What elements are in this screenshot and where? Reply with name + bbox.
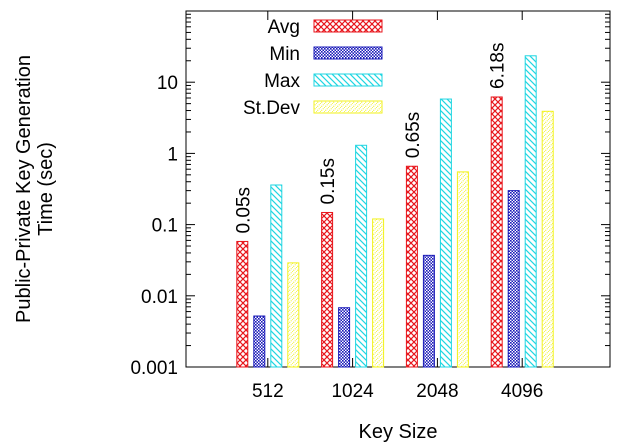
bar-max-512 [270,184,283,368]
bar-min-1024 [338,307,351,368]
bar-value-annotation: 0.65s [403,112,424,158]
legend-swatch [313,46,383,60]
bar-avg-2048 [405,165,418,368]
x-tick-label: 4096 [501,381,543,402]
legend-swatch [313,19,383,33]
x-tick-label: 512 [252,381,284,402]
y-tick-label: 0.001 [130,358,178,379]
legend-label: Min [269,44,300,65]
x-axis-label: Key Size [359,421,438,443]
y-axis-label-line-2: Time (sec) [35,142,57,236]
legend-label: Avg [268,17,300,38]
bars [236,55,554,368]
legend-label: Max [264,71,300,92]
legend-label: St.Dev [243,98,301,119]
bar-value-annotation: 0.15s [318,158,339,204]
bar-value-annotation: 6.18s [488,42,509,88]
bar-max-2048 [439,98,452,368]
bar-stdev-4096 [541,110,554,368]
x-axis: 512 1024 2048 4096 [252,11,543,402]
bar-value-annotation: 0.05s [233,187,254,233]
bar-annotations: 0.05s 0.15s 0.65s 6.18s [233,42,508,233]
plot-frame [185,10,611,368]
y-axis-label-line-1: Public-Private Key Generation [13,55,35,323]
bar-avg-512 [236,240,249,368]
legend: Avg Min Max St.Dev [243,17,383,119]
bar-stdev-512 [287,262,300,368]
legend-swatch [313,73,383,87]
bar-max-4096 [524,55,537,368]
bar-stdev-1024 [372,218,385,368]
x-tick-label: 2048 [416,381,458,402]
x-tick-label: 1024 [331,381,374,402]
bar-min-4096 [507,190,520,368]
y-tick-label: 10 [157,73,178,94]
bar-min-512 [253,315,266,368]
bar-stdev-2048 [456,171,469,368]
y-tick-label: 1 [167,144,178,165]
bar-max-1024 [355,144,368,368]
legend-swatch [313,100,383,114]
y-tick-label: 0.1 [152,216,178,237]
y-tick-label: 0.01 [141,287,178,308]
bar-avg-1024 [321,211,334,368]
y-axis: 0.001 0.01 0.1 1 10 [130,13,610,379]
bar-min-2048 [422,254,435,368]
bar-avg-4096 [490,96,503,368]
